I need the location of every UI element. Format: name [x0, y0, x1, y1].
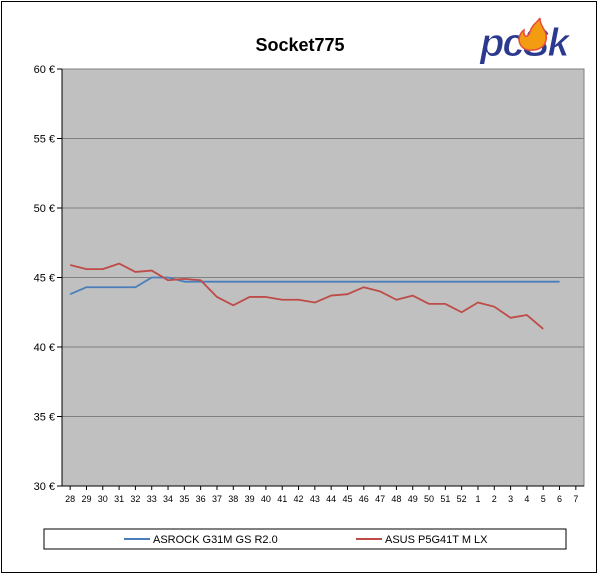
x-tick-label: 34	[163, 494, 173, 504]
x-tick-label: 51	[440, 494, 450, 504]
y-tick-label: 35 €	[34, 412, 55, 424]
y-tick-label: 55 €	[34, 134, 55, 146]
pcsk-logo: pcSk	[479, 17, 574, 66]
x-tick-label: 52	[457, 494, 467, 504]
series-line-asus	[69, 262, 544, 330]
x-tick-label: 38	[228, 494, 238, 504]
x-tick-label: 42	[294, 494, 304, 504]
x-tick-label: 5	[541, 494, 546, 504]
x-tick-label: 30	[98, 494, 108, 504]
x-tick-label: 36	[196, 494, 206, 504]
x-tick-label: 43	[310, 494, 320, 504]
y-axis: 30 € 35 € 40 € 45 € 50 € 55 € 60 €	[34, 64, 63, 493]
x-tick-label: 1	[475, 494, 480, 504]
x-tick-label: 48	[391, 494, 401, 504]
legend-label-asus: ASUS P5G41T M LX	[385, 534, 488, 546]
y-tick-label: 40 €	[34, 342, 55, 354]
x-tick-label: 50	[424, 494, 434, 504]
chart-title: Socket775	[255, 35, 344, 55]
series-group	[69, 262, 560, 330]
y-tick-label: 30 €	[34, 481, 55, 493]
x-tick-label: 3	[508, 494, 513, 504]
x-axis: 28 29 30 31 32 33 34 35 36 37 38 39 40 41 42 43 44 45 46 47…	[62, 485, 584, 504]
y-tick-label: 45 €	[34, 273, 55, 285]
x-tick-label: 33	[147, 494, 157, 504]
series-line-asrock	[69, 276, 560, 296]
x-tick-label: 35	[179, 494, 189, 504]
x-tick-label: 49	[408, 494, 418, 504]
y-tick-label: 50 €	[34, 203, 55, 215]
x-tick-label: 6	[557, 494, 562, 504]
x-tick-label: 31	[114, 494, 124, 504]
x-tick-label: 4	[524, 494, 529, 504]
x-tick-label: 44	[326, 494, 336, 504]
x-tick-label: 41	[277, 494, 287, 504]
x-tick-label: 2	[492, 494, 497, 504]
x-tick-label: 32	[130, 494, 140, 504]
x-tick-label: 40	[261, 494, 271, 504]
x-tick-label: 29	[81, 494, 91, 504]
legend-box	[43, 528, 567, 550]
x-tick-label: 46	[359, 494, 369, 504]
x-tick-label: 39	[245, 494, 255, 504]
x-tick-label: 37	[212, 494, 222, 504]
x-tick-label: 28	[65, 494, 75, 504]
x-tick-label: 45	[342, 494, 352, 504]
y-tick-label: 60 €	[34, 64, 55, 76]
flame-icon	[518, 17, 548, 51]
legend-label-asrock: ASROCK G31M GS R2.0	[153, 534, 278, 546]
x-tick-label: 7	[573, 494, 578, 504]
legend: ASROCK G31M GS R2.0 ASUS P5G41T M LX	[43, 528, 567, 550]
x-tick-label: 47	[375, 494, 385, 504]
